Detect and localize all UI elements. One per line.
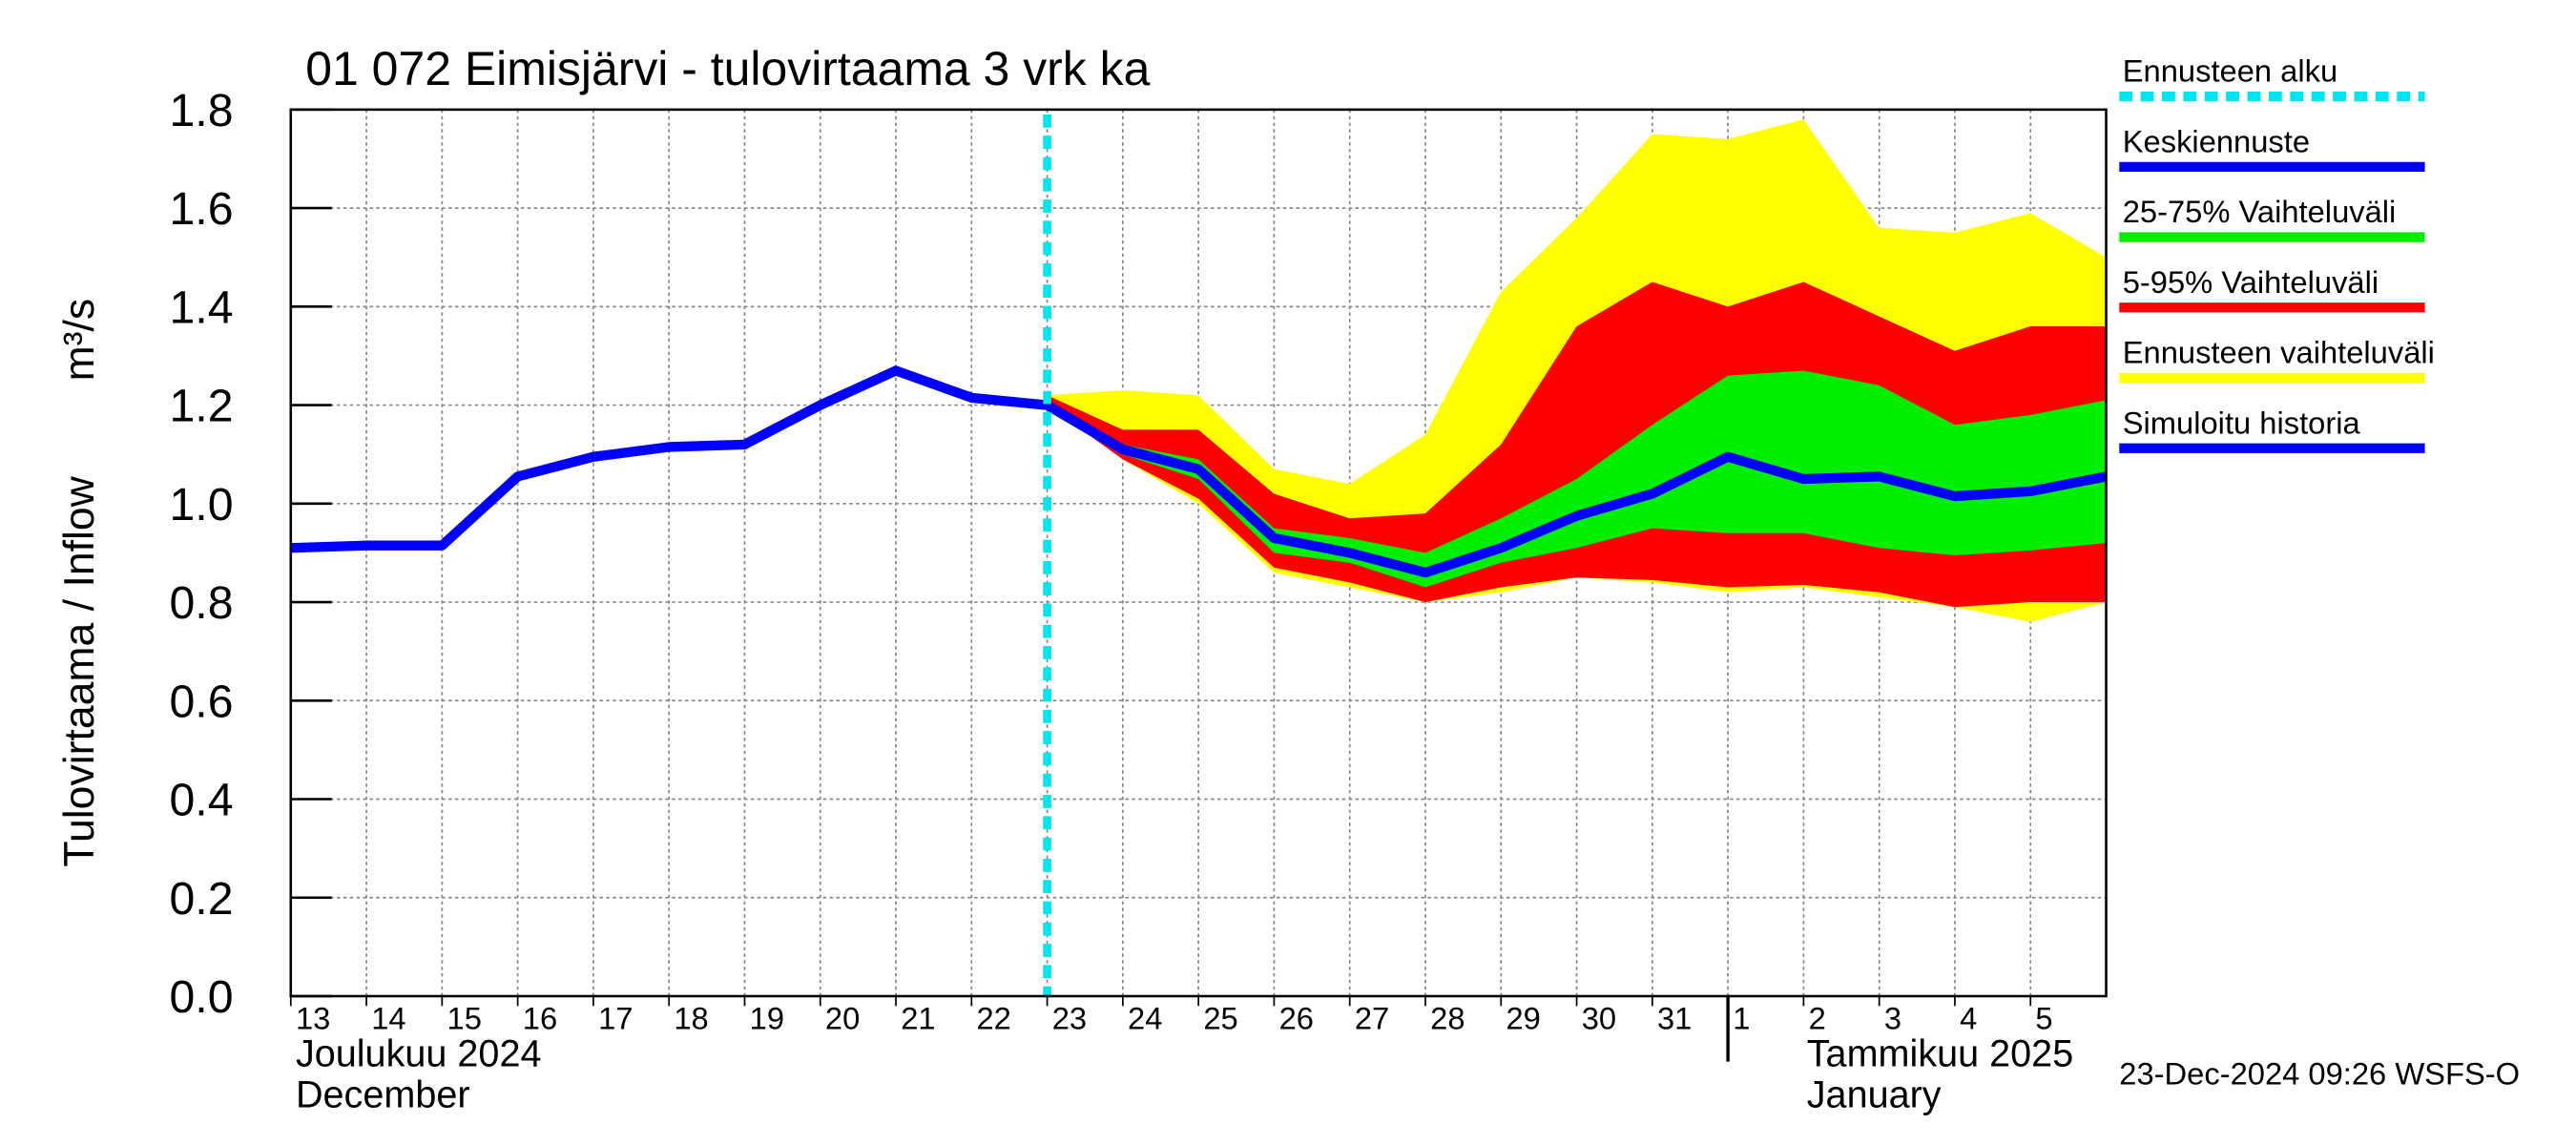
x-tick-label: 19 xyxy=(750,1000,784,1035)
x-tick-label: 22 xyxy=(976,1000,1010,1035)
x-tick-label: 15 xyxy=(447,1000,482,1035)
x-tick-label: 24 xyxy=(1128,1000,1162,1035)
plot-frame xyxy=(289,108,2108,998)
x-tick-label: 25 xyxy=(1203,1000,1237,1035)
legend-label: Ennusteen alku xyxy=(2123,53,2337,89)
x-tick-label: 5 xyxy=(2035,1000,2052,1035)
x-tick-label: 3 xyxy=(1884,1000,1901,1035)
x-tick-label: 20 xyxy=(825,1000,860,1035)
month-sublabel: January xyxy=(1807,1074,1942,1116)
x-tick-label: 26 xyxy=(1279,1000,1314,1035)
x-tick-label: 23 xyxy=(1052,1000,1087,1035)
x-tick-label: 28 xyxy=(1430,1000,1465,1035)
x-tick-label: 27 xyxy=(1355,1000,1389,1035)
x-tick-label: 17 xyxy=(598,1000,633,1035)
x-tick-label: 30 xyxy=(1582,1000,1616,1035)
y-tick-label: 1.0 xyxy=(170,479,234,531)
legend-label: 25-75% Vaihteluväli xyxy=(2123,194,2397,229)
x-tick-label: 16 xyxy=(523,1000,557,1035)
x-tick-label: 14 xyxy=(371,1000,405,1035)
y-tick-label: 0.2 xyxy=(170,873,234,925)
y-tick-label: 1.2 xyxy=(170,381,234,432)
x-tick-label: 18 xyxy=(674,1000,708,1035)
y-tick-label: 1.8 xyxy=(170,85,234,136)
y-tick-label: 0.0 xyxy=(170,971,234,1023)
band xyxy=(1047,370,2107,588)
x-tick-label: 29 xyxy=(1506,1000,1540,1035)
y-tick-label: 1.4 xyxy=(170,282,234,334)
month-sublabel: December xyxy=(296,1074,470,1116)
x-tick-label: 4 xyxy=(1960,1000,1977,1035)
x-tick-label: 21 xyxy=(901,1000,935,1035)
y-tick-label: 0.6 xyxy=(170,677,234,728)
x-tick-label: 13 xyxy=(296,1000,330,1035)
x-tick-label: 2 xyxy=(1809,1000,1826,1035)
chart-title: 01 072 Eimisjärvi - tulovirtaama 3 vrk k… xyxy=(305,42,1150,95)
x-tick-label: 1 xyxy=(1733,1000,1750,1035)
y-tick-label: 1.6 xyxy=(170,183,234,235)
month-label: Tammikuu 2025 xyxy=(1807,1033,2073,1075)
x-tick-label: 31 xyxy=(1657,1000,1692,1035)
month-label: Joulukuu 2024 xyxy=(296,1033,542,1075)
y-tick-label: 0.8 xyxy=(170,577,234,629)
y-axis-unit: m³/s xyxy=(56,299,103,382)
y-axis-label: Tulovirtaama / Inflow xyxy=(56,475,103,866)
line xyxy=(1044,401,2108,578)
legend-label: 5-95% Vaihteluväli xyxy=(2123,264,2379,300)
legend-label: Keskiennuste xyxy=(2123,123,2310,158)
line xyxy=(290,365,1049,553)
legend-label: Simuloitu historia xyxy=(2123,405,2361,440)
legend-label: Ennusteen vaihteluväli xyxy=(2123,335,2435,370)
timestamp: 23-Dec-2024 09:26 WSFS-O xyxy=(2119,1056,2520,1092)
y-tick-label: 0.4 xyxy=(170,775,234,826)
